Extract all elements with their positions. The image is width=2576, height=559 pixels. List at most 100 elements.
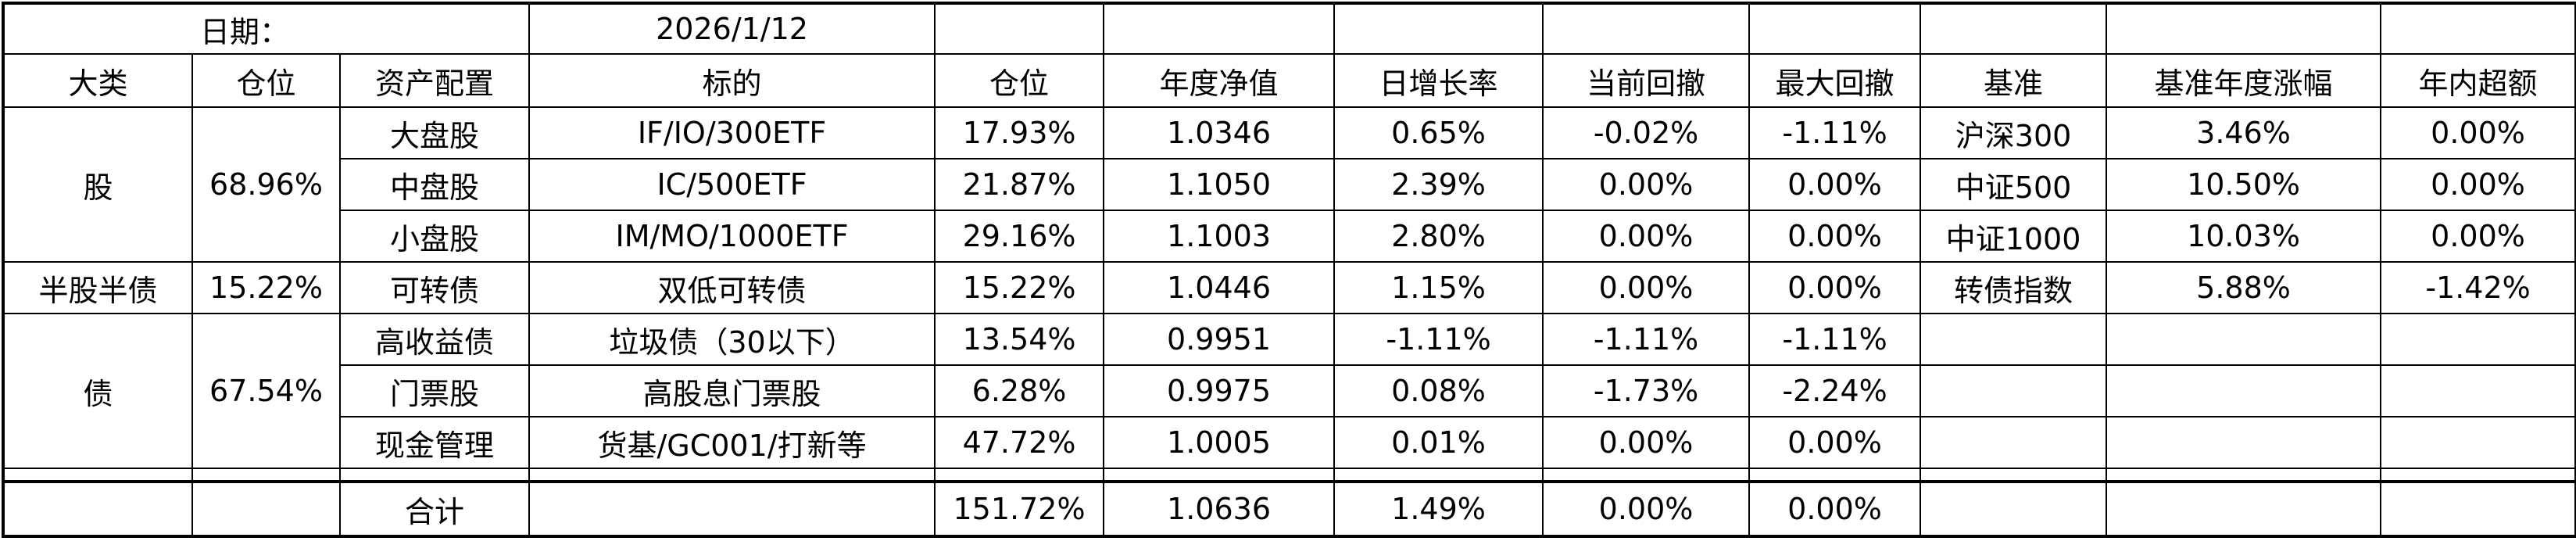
data-cell: 中盘股	[338, 158, 531, 211]
data-cell: 15.22%	[934, 261, 1105, 314]
data-cell: 0.01%	[1333, 416, 1544, 469]
data-cell: -1.11%	[1333, 313, 1544, 366]
empty-cell	[2380, 2, 2576, 55]
column-header: 资产配置	[338, 53, 531, 108]
data-cell: 29.16%	[934, 210, 1105, 263]
column-header: 年度净值	[1103, 53, 1336, 108]
total-value: 1.0636	[1103, 480, 1336, 537]
table-row: 门票股 高股息门票股 6.28% 0.9975 0.08% -1.73% -2.24%	[3, 364, 2576, 417]
data-cell: -0.02%	[1542, 106, 1751, 159]
column-header: 基准	[1919, 53, 2108, 108]
data-cell: -1.73%	[1542, 364, 1751, 417]
data-cell: 2.39%	[1333, 158, 1544, 211]
empty-cell	[934, 468, 1105, 482]
data-cell: 1.0446	[1103, 261, 1336, 314]
data-cell: -1.11%	[1542, 313, 1751, 366]
data-cell: 可转债	[338, 261, 531, 314]
table-row: 大类 仓位 资产配置 标的 仓位 年度净值 日增长率 当前回撤 最大回撤 基准 基准年度涨幅 年内超额	[2, 53, 2576, 108]
empty-cell	[2106, 364, 2382, 417]
date-label: 日期：	[2, 2, 531, 55]
data-cell: -1.11%	[1748, 106, 1922, 159]
empty-cell	[1542, 2, 1751, 55]
empty-cell	[1919, 480, 2108, 537]
data-cell: 门票股	[338, 364, 531, 417]
data-cell: 2.80%	[1333, 210, 1544, 263]
category: 股	[2, 106, 193, 263]
empty-cell	[2380, 416, 2576, 469]
data-cell: 10.03%	[2106, 210, 2382, 263]
table-row: 半股半债 15.22% 可转债 双低可转债 15.22% 1.0446 1.15% 0.00%…	[2, 261, 2576, 314]
data-cell: 0.9951	[1103, 313, 1336, 366]
data-cell: 1.0346	[1103, 106, 1336, 159]
data-cell: 21.87%	[934, 158, 1105, 211]
data-cell: 垃圾债（30以下）	[528, 313, 936, 366]
allocation-table: 日期： 2026/1/12 大类 仓位 资产配置 标的 仓位 年度净值 日增长率 当前回撤 最大回撤…	[2, 2, 2576, 538]
data-cell: 0.00%	[1748, 416, 1922, 469]
empty-cell	[2380, 313, 2576, 366]
empty-cell	[1919, 313, 2108, 366]
data-cell: IF/IO/300ETF	[528, 106, 936, 159]
data-cell: 47.72%	[934, 416, 1105, 469]
data-cell: 0.00%	[1542, 416, 1751, 469]
data-cell: 大盘股	[338, 106, 531, 159]
column-header: 标的	[528, 53, 936, 108]
data-cell: 1.1050	[1103, 158, 1336, 211]
empty-cell	[191, 480, 341, 537]
column-header: 基准年度涨幅	[2106, 53, 2382, 108]
data-cell: 中证500	[1919, 158, 2108, 211]
data-cell: 1.15%	[1333, 261, 1544, 314]
data-cell: 中证1000	[1919, 210, 2108, 263]
data-cell: IC/500ETF	[528, 158, 936, 211]
empty-cell	[2106, 416, 2382, 469]
empty-cell	[2106, 480, 2382, 537]
data-cell: 现金管理	[338, 416, 531, 469]
data-cell: 0.00%	[1542, 210, 1751, 263]
category: 债	[2, 313, 193, 469]
data-cell: 6.28%	[934, 364, 1105, 417]
category-position: 67.54%	[191, 313, 341, 469]
empty-cell	[2106, 2, 2382, 55]
table-row: 现金管理 货基/GC001/打新等 47.72% 1.0005 0.01% 0.00% 0.…	[3, 416, 2576, 469]
empty-cell	[1919, 2, 2108, 55]
empty-cell	[2380, 364, 2576, 417]
table-row: 中盘股 IC/500ETF 21.87% 1.1050 2.39% 0.00% 0.00% 中…	[3, 158, 2576, 211]
data-cell: 0.00%	[1748, 261, 1922, 314]
empty-cell	[934, 2, 1105, 55]
data-cell: 0.9975	[1103, 364, 1336, 417]
table-row: 债 67.54% 高收益债 垃圾债（30以下） 13.54% 0.9951 -1.11% -1…	[2, 313, 2576, 469]
data-cell: 0.00%	[1542, 261, 1751, 314]
data-cell: 双低可转债	[528, 261, 936, 314]
empty-cell	[1333, 468, 1544, 482]
empty-cell	[2, 480, 193, 537]
empty-cell	[2106, 468, 2382, 482]
empty-cell	[1748, 468, 1922, 482]
data-cell: 沪深300	[1919, 106, 2108, 159]
empty-cell	[1103, 468, 1336, 482]
table-row: 合计 151.72% 1.0636 1.49% 0.00% 0.00%	[2, 480, 2576, 537]
data-cell: 1.1003	[1103, 210, 1336, 263]
data-cell: 高收益债	[338, 313, 531, 366]
data-cell: 1.0005	[1103, 416, 1336, 469]
column-header: 仓位	[934, 53, 1105, 108]
data-cell: -1.11%	[1748, 313, 1922, 366]
column-header: 最大回撤	[1748, 53, 1922, 108]
table-row: 小盘股 IM/MO/1000ETF 29.16% 1.1003 2.80% 0.00% 0.…	[3, 210, 2576, 263]
data-cell: 小盘股	[338, 210, 531, 263]
data-cell: 5.88%	[2106, 261, 2382, 314]
empty-cell	[2106, 313, 2382, 366]
column-header: 仓位	[191, 53, 341, 108]
data-cell: 0.00%	[2380, 210, 2576, 263]
total-value: 1.49%	[1333, 480, 1544, 537]
data-cell: 0.00%	[1542, 158, 1751, 211]
date: 2026/1/12	[528, 2, 936, 55]
total-value: 0.00%	[1542, 480, 1751, 537]
empty-cell	[1542, 468, 1751, 482]
empty-cell	[1748, 2, 1922, 55]
table-row: 股 68.96% 大盘股 IF/IO/300ETF 17.93% 1.0346 0.65% -…	[2, 106, 2576, 263]
data-cell: IM/MO/1000ETF	[528, 210, 936, 263]
data-cell: 13.54%	[934, 313, 1105, 366]
data-cell: 0.08%	[1333, 364, 1544, 417]
category-position: 15.22%	[191, 261, 341, 314]
empty-cell	[338, 468, 531, 482]
